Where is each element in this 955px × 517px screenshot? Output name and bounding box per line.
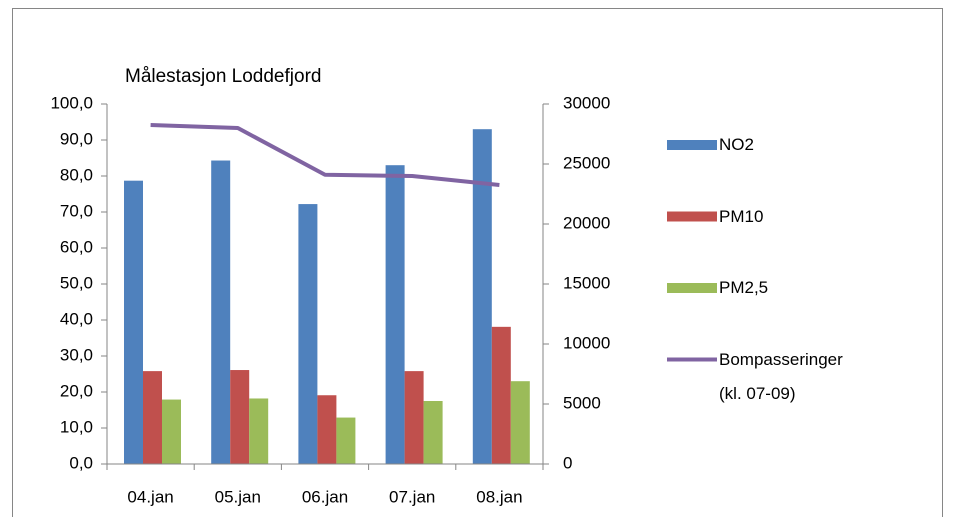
y-tick-label: 20,0 <box>60 381 93 400</box>
y-tick-label: 60,0 <box>60 237 93 256</box>
bar <box>404 371 424 464</box>
legend-label: NO2 <box>719 135 754 154</box>
legend-swatch <box>667 211 717 222</box>
bar <box>249 398 269 464</box>
y-tick-label: 40,0 <box>60 309 93 328</box>
legend-item: PM2,5 <box>719 278 769 297</box>
bar <box>230 370 250 464</box>
x-tick-label: 06.jan <box>302 487 348 506</box>
bar <box>317 395 337 464</box>
y2-tick-label: 5000 <box>563 393 601 412</box>
y2-tick-label: 20000 <box>563 213 610 232</box>
bar <box>143 371 162 464</box>
bar <box>472 129 492 464</box>
bar <box>510 381 530 464</box>
x-tick-label: 07.jan <box>389 487 435 506</box>
bar <box>336 417 356 464</box>
bar <box>298 204 318 464</box>
legend-swatch <box>667 283 717 293</box>
x-tick-label: 04.jan <box>127 487 173 506</box>
legend-label: Bompasseringer (kl. 07-09) <box>719 349 843 403</box>
y-tick-label: 80,0 <box>60 165 93 184</box>
legend-item: Bompasseringer (kl. 07-09) <box>719 349 843 403</box>
bar <box>385 165 405 464</box>
y-tick-label: 90,0 <box>60 129 93 148</box>
bar <box>162 399 181 464</box>
bar <box>423 401 443 464</box>
x-tick-label: 05.jan <box>215 487 261 506</box>
y2-tick-label: 25000 <box>563 153 610 172</box>
y2-tick-label: 30000 <box>563 93 610 112</box>
y-tick-label: 70,0 <box>60 201 93 220</box>
legend-label: PM10 <box>719 206 764 226</box>
legend-label: PM2,5 <box>719 278 769 297</box>
x-tick-label: 08.jan <box>476 487 522 506</box>
y2-tick-label: 10000 <box>563 333 610 352</box>
legend-item: NO2 <box>719 135 754 154</box>
legend-item: PM10 <box>719 206 764 226</box>
y-tick-label: 50,0 <box>60 273 93 292</box>
legend-swatch <box>667 140 717 150</box>
chart-title: Målestasjon Loddefjord <box>125 66 321 87</box>
y2-tick-label: 15000 <box>563 273 610 292</box>
bar <box>491 326 511 464</box>
y-tick-label: 100,0 <box>50 93 93 112</box>
y-tick-label: 0,0 <box>69 453 93 472</box>
y2-tick-label: 0 <box>563 453 572 472</box>
y-tick-label: 10,0 <box>60 417 93 436</box>
bar <box>211 160 231 464</box>
line-series <box>150 123 500 187</box>
bar <box>124 180 143 464</box>
y-tick-label: 30,0 <box>60 345 93 364</box>
